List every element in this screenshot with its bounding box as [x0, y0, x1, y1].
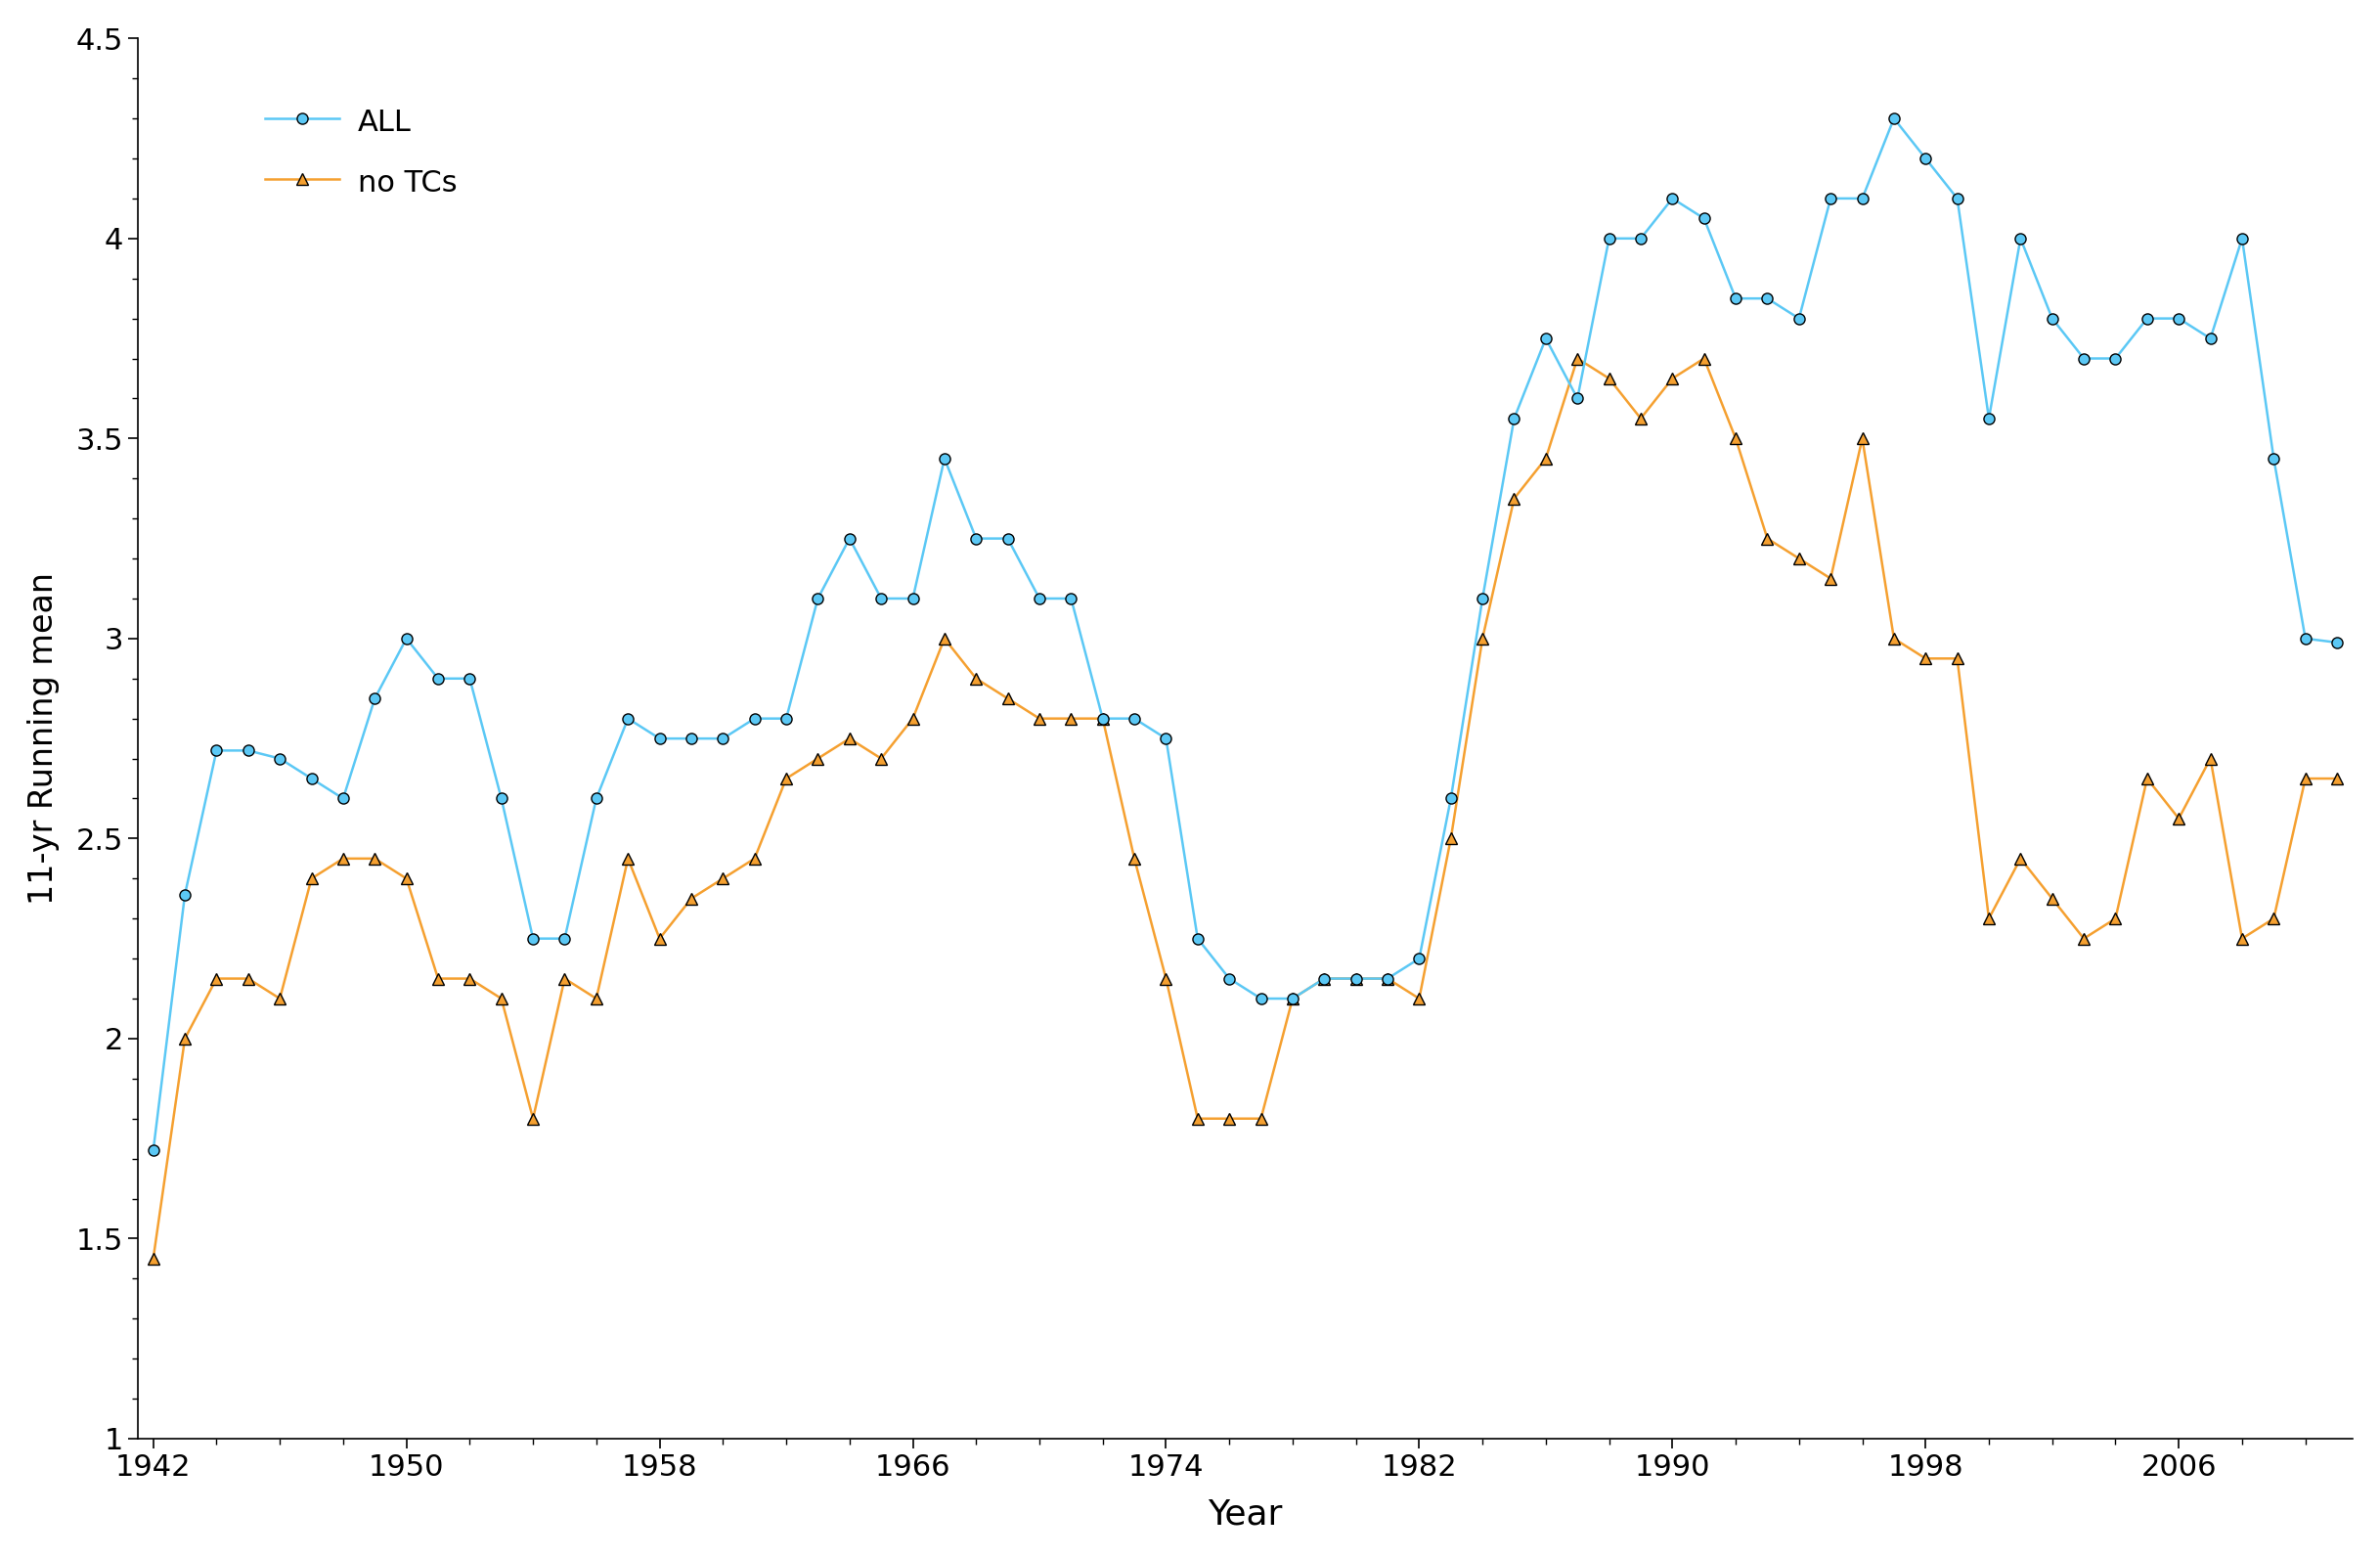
no TCs [645, 929, 674, 947]
X-axis label: Year: Year [1207, 1497, 1283, 1532]
ALL [2323, 633, 2351, 651]
ALL [1880, 109, 1909, 128]
Line: no TCs: no TCs [148, 352, 2344, 1265]
no TCs [1342, 969, 1371, 988]
no TCs [2037, 890, 2066, 908]
no TCs [138, 1250, 167, 1268]
ALL [645, 729, 674, 748]
no TCs [424, 969, 452, 988]
Legend: ALL, no TCs: ALL, no TCs [240, 81, 481, 221]
Y-axis label: 11-yr Running mean: 11-yr Running mean [26, 572, 60, 905]
Line: ALL: ALL [148, 114, 2342, 1156]
ALL [2037, 308, 2066, 327]
no TCs [2006, 849, 2035, 868]
no TCs [1564, 349, 1592, 368]
ALL [804, 589, 833, 608]
ALL [138, 1142, 167, 1161]
ALL [424, 670, 452, 689]
ALL [1342, 969, 1371, 988]
ALL [2006, 229, 2035, 248]
no TCs [2323, 770, 2351, 788]
no TCs [804, 749, 833, 768]
